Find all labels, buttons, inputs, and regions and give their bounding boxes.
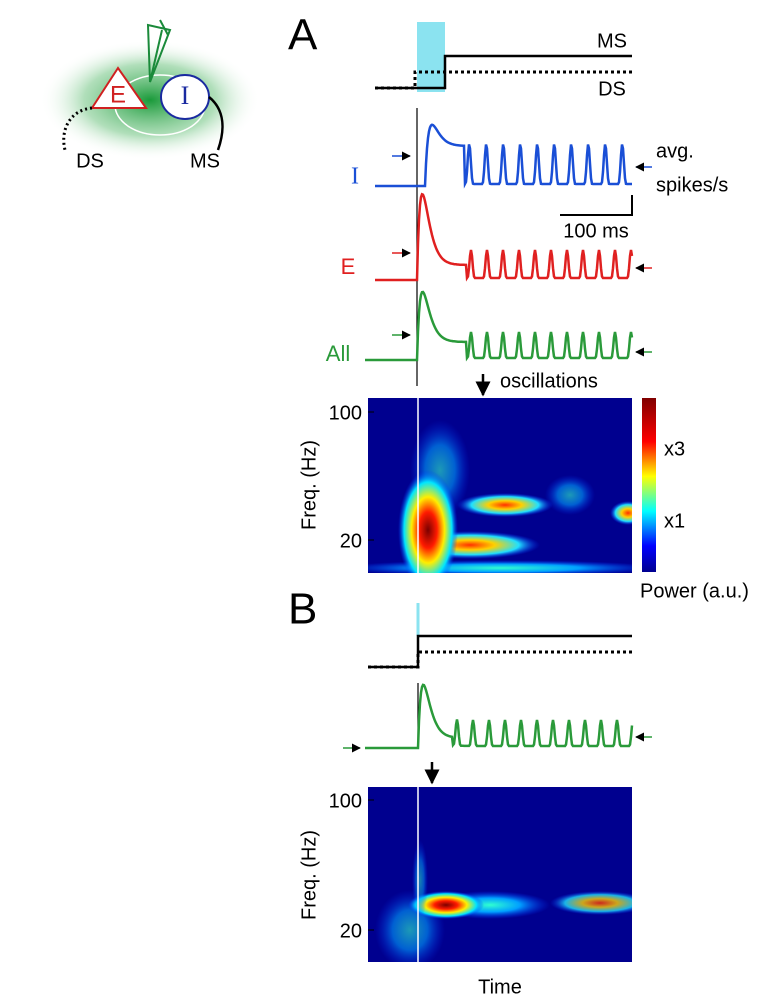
trace-e: [375, 192, 634, 282]
inset-ds-label: DS: [76, 150, 104, 172]
trace-all: [365, 683, 634, 750]
spectrogram: [368, 787, 632, 962]
ds-step: [368, 650, 632, 669]
trace-all-label: All: [326, 341, 350, 366]
annotation: oscillations: [500, 370, 598, 392]
colorbar-tick: x3: [664, 438, 685, 460]
x-axis-label: Time: [478, 976, 522, 998]
panel-label: B: [288, 585, 317, 634]
trace-e-label: E: [341, 254, 356, 279]
colorbar: [642, 398, 656, 572]
y-axis-label: Freq. (Hz): [298, 830, 320, 920]
scale-bar-label: 100 ms: [563, 220, 629, 242]
rate-label: spikes/s: [656, 174, 728, 196]
ds-step: [375, 70, 632, 90]
trace-i-label: I: [351, 164, 359, 190]
panel-label: A: [288, 11, 318, 60]
rate-label: avg.: [656, 140, 694, 162]
inset-diagram: E I DS MS: [40, 19, 260, 172]
rate-arrows: [392, 151, 652, 357]
stimulus: [417, 22, 445, 92]
ds-label: DS: [598, 78, 626, 100]
y-tick-label: 100: [329, 790, 362, 812]
trace-all: [365, 290, 634, 362]
trace-i: [375, 123, 632, 189]
y-tick-label: 20: [340, 530, 362, 552]
spectrogram: [368, 398, 632, 573]
y-tick-label: 100: [329, 402, 362, 424]
inset-i-label: I: [181, 81, 190, 110]
y-tick-label: 20: [340, 920, 362, 942]
scale-bar: [560, 195, 633, 216]
inset-e-label: E: [110, 81, 126, 108]
colorbar-tick: x1: [664, 510, 685, 532]
y-axis-label: Freq. (Hz): [298, 440, 320, 530]
colorbar-label: Power (a.u.): [640, 580, 749, 602]
inset-ms-label: MS: [190, 150, 220, 172]
ms-label: MS: [597, 30, 627, 52]
